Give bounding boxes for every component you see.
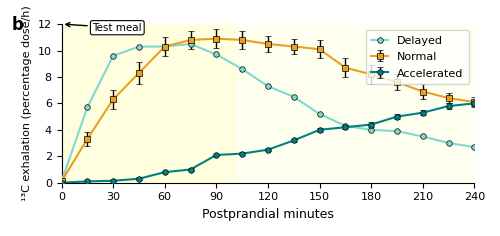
Delayed [110, 54, 116, 57]
Delayed [368, 128, 374, 131]
Delayed [136, 45, 142, 48]
Text: b: b [12, 16, 24, 34]
Delayed [290, 95, 296, 98]
Delayed [239, 68, 245, 71]
Delayed [188, 42, 194, 45]
Delayed [316, 113, 322, 115]
Delayed [342, 124, 348, 127]
Delayed [58, 180, 64, 183]
Text: Test meal: Test meal [66, 23, 142, 33]
Line: Delayed: Delayed [58, 41, 477, 184]
Delayed [84, 106, 90, 109]
Delayed [446, 142, 452, 144]
Delayed [162, 45, 168, 48]
Delayed [265, 85, 271, 88]
X-axis label: Postprandial minutes: Postprandial minutes [202, 208, 334, 221]
Delayed [394, 130, 400, 133]
Delayed [420, 135, 426, 138]
Y-axis label: ¹³C exhalation (percentage dose/h): ¹³C exhalation (percentage dose/h) [22, 5, 32, 201]
Delayed [472, 146, 478, 148]
Delayed [214, 53, 220, 56]
Legend: Delayed, Normal, Accelerated: Delayed, Normal, Accelerated [366, 30, 469, 84]
